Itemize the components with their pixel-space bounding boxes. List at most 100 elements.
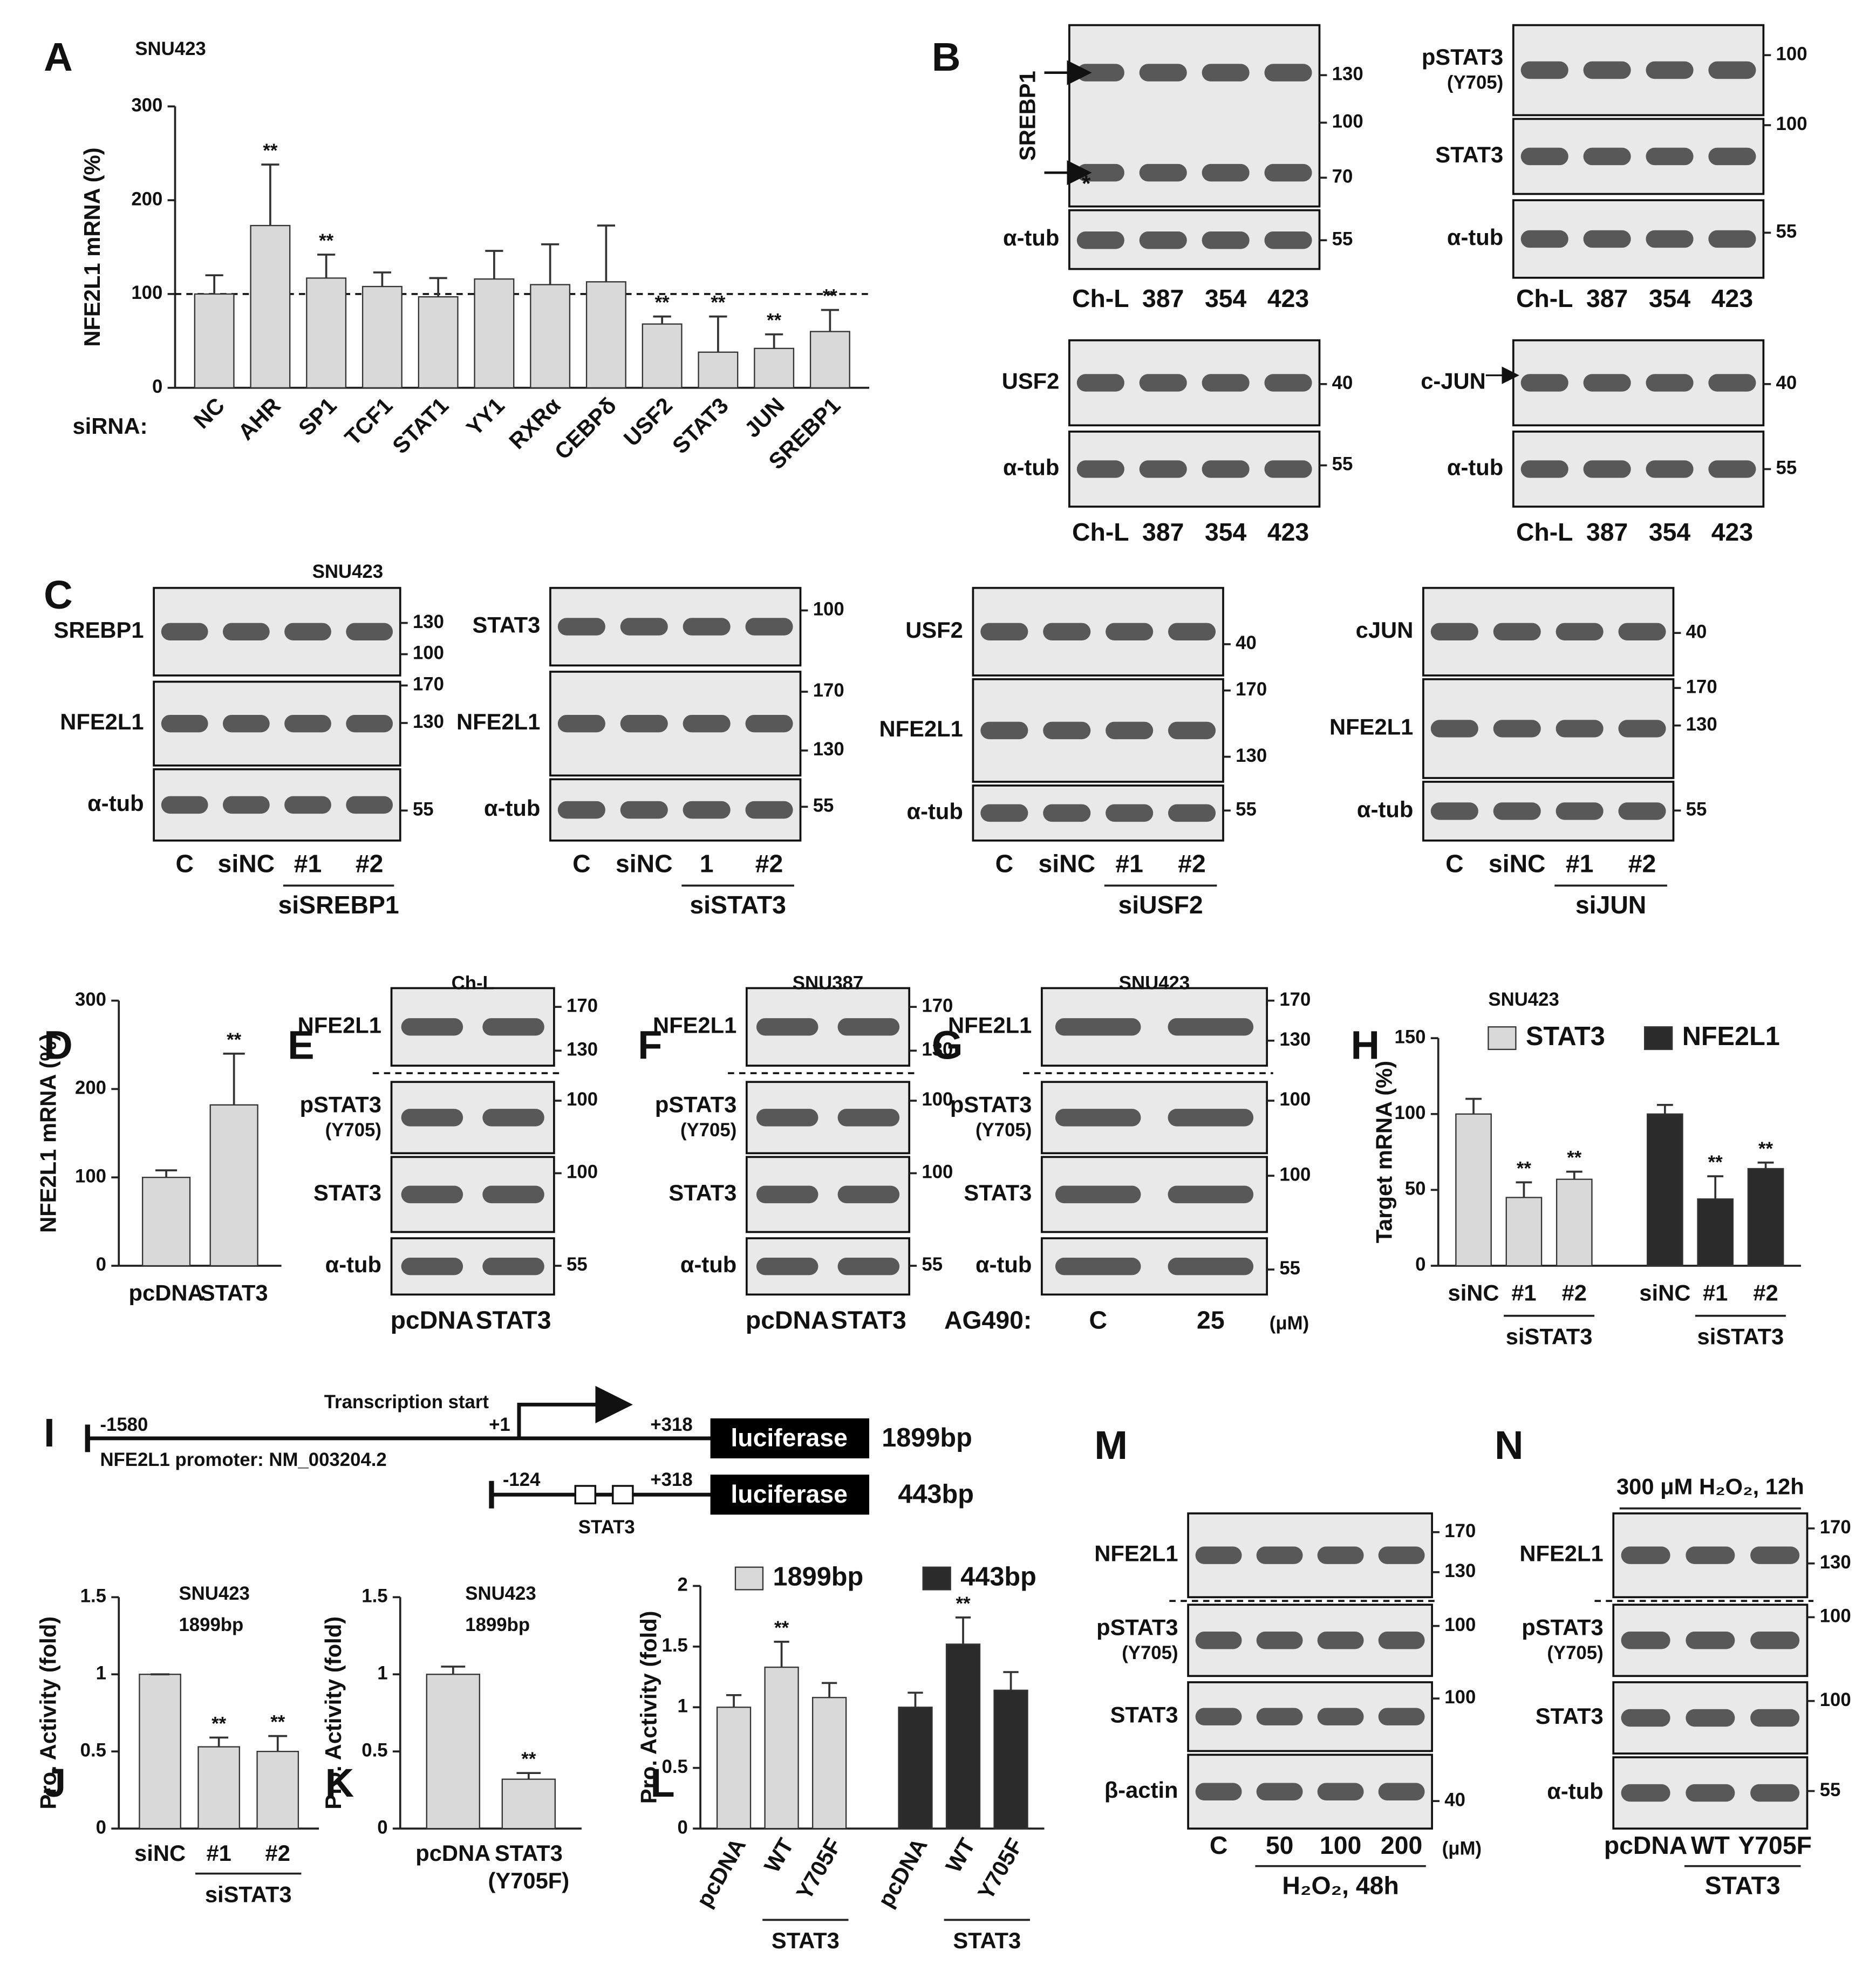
bar — [209, 1104, 258, 1267]
band — [1618, 623, 1666, 641]
band — [620, 714, 668, 733]
y-tick-label: 1.5 — [662, 1635, 688, 1656]
start-position: -124 — [503, 1470, 541, 1490]
bar — [501, 1778, 556, 1830]
band — [1378, 1546, 1425, 1564]
band — [1493, 802, 1541, 820]
lane-label: C — [1445, 850, 1463, 878]
band — [1493, 720, 1541, 738]
row-label: NFE2L1 — [456, 709, 540, 734]
size-marker: 170 — [813, 680, 844, 701]
lane-label: Ch-L — [1516, 284, 1573, 312]
y-tick-label: 0.5 — [361, 1740, 387, 1761]
band — [1106, 804, 1154, 822]
size-marker: 170 — [567, 995, 598, 1016]
construct-size: 1899bp — [882, 1423, 972, 1452]
size-marker: 100 — [567, 1162, 598, 1183]
band — [1520, 147, 1568, 166]
size-marker: 130 — [567, 1040, 598, 1060]
binding-site — [612, 1485, 634, 1505]
band — [756, 1185, 818, 1204]
size-marker: 170 — [1820, 1517, 1851, 1538]
row-label: α-tub — [906, 799, 963, 824]
band — [1317, 1546, 1364, 1564]
band — [222, 623, 270, 641]
bar — [716, 1707, 752, 1830]
x-tick-label: #2 — [1562, 1280, 1587, 1305]
x-tick-label: CEBPδ — [549, 393, 621, 465]
band — [401, 1185, 463, 1204]
row-label: STAT3 — [313, 1180, 381, 1205]
lane-prefix: AG490: — [944, 1306, 1032, 1334]
significance-label: ** — [823, 286, 838, 307]
lane-label: C — [572, 850, 590, 878]
y-tick-label: 1.5 — [80, 1586, 106, 1606]
band — [756, 1257, 818, 1275]
error-bar — [1465, 1097, 1482, 1114]
x-tick-label: pcDNA — [872, 1834, 932, 1912]
lane-label: 354 — [1205, 518, 1247, 546]
blot-title: Ch-L — [452, 973, 494, 994]
row-label: α-tub — [1003, 225, 1059, 250]
band — [1618, 802, 1666, 820]
row-label: STAT3 — [1536, 1703, 1604, 1729]
size-marker: 55 — [1332, 454, 1353, 475]
row-label: α-tub — [680, 1252, 736, 1277]
x-tick-label: AHR — [233, 393, 285, 445]
row-label: NFE2L1 — [879, 716, 963, 741]
size-marker: 130 — [813, 739, 844, 760]
lane-label: STAT3 — [831, 1306, 906, 1334]
band — [980, 721, 1028, 740]
band — [1264, 231, 1312, 249]
reporter-label: luciferase — [731, 1423, 847, 1451]
x-tick-label: STAT3 — [495, 1840, 563, 1866]
band — [1556, 623, 1604, 641]
band — [1076, 374, 1124, 392]
lane-label: 423 — [1711, 284, 1753, 312]
band — [1256, 1632, 1303, 1649]
significance-label: ** — [1758, 1139, 1773, 1159]
band — [346, 714, 393, 733]
band — [980, 804, 1028, 822]
group-label: siSTAT3 — [1506, 1323, 1593, 1349]
row-label: c-JUN — [1421, 369, 1486, 394]
lane-label: 354 — [1649, 284, 1691, 312]
row-sublabel: (Y705) — [1122, 1643, 1178, 1663]
band — [1043, 721, 1091, 740]
band — [1583, 374, 1631, 392]
row-label: α-tub — [1547, 1778, 1603, 1804]
x-tick-label: #1 — [1511, 1280, 1536, 1305]
size-marker: 100 — [413, 643, 444, 664]
significance-label: ** — [227, 1030, 242, 1050]
size-marker: 40 — [1776, 373, 1797, 393]
size-marker: 100 — [1444, 1615, 1476, 1635]
band — [1378, 1632, 1425, 1649]
bar — [530, 284, 571, 388]
y-tick-label: 100 — [75, 1166, 106, 1186]
lane-label: Y705F — [1738, 1831, 1812, 1859]
bar — [585, 281, 626, 388]
band — [161, 623, 208, 641]
band — [1168, 1257, 1254, 1275]
band — [837, 1018, 900, 1036]
lane-label: 354 — [1205, 284, 1247, 312]
legend-label: 1899bp — [773, 1562, 864, 1591]
y-tick-label: 300 — [75, 990, 106, 1010]
x-tick-label: #2 — [1753, 1280, 1778, 1305]
row-label: cJUN — [1356, 617, 1414, 643]
bar — [306, 277, 347, 388]
bar — [139, 1674, 181, 1830]
lane-label: pcDNA — [1604, 1831, 1688, 1859]
band — [745, 714, 793, 733]
panel-label: J — [44, 1761, 66, 1805]
x-tick-label: Y705F — [973, 1834, 1028, 1904]
band — [1583, 460, 1631, 478]
error-bar — [1516, 1181, 1532, 1198]
error-bar — [1566, 1170, 1582, 1179]
band — [1106, 623, 1154, 641]
band — [1686, 1546, 1735, 1564]
bar — [1647, 1113, 1683, 1267]
panel-label: M — [1094, 1423, 1128, 1468]
bar — [474, 278, 515, 388]
size-marker: 100 — [1776, 114, 1807, 134]
